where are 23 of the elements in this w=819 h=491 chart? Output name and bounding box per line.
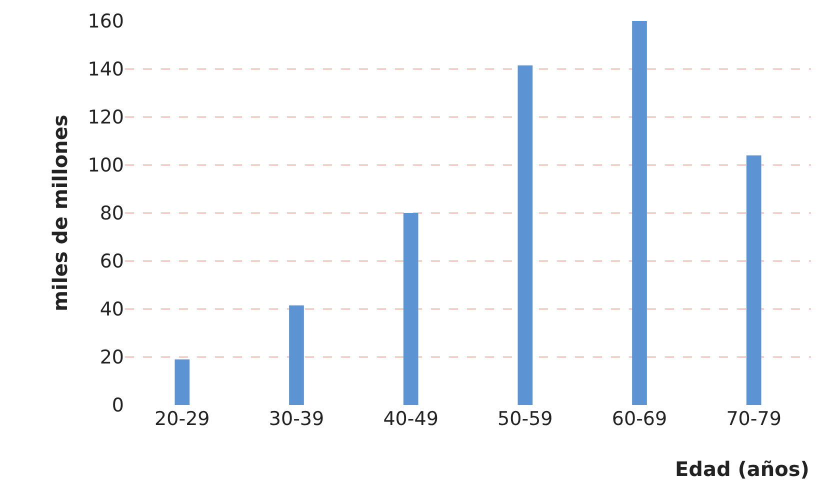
x-tick-label: 70-79 [726, 408, 782, 430]
x-tick-label: 50-59 [498, 408, 553, 430]
bar [289, 305, 304, 405]
x-tick-label: 20-29 [154, 408, 210, 430]
y-tick-label: 120 [88, 106, 124, 129]
x-tick-label: 60-69 [612, 408, 668, 430]
y-tick-label: 100 [88, 154, 124, 177]
y-axis-title: miles de millones [48, 114, 72, 312]
y-tick-label: 80 [100, 202, 124, 225]
x-tick-label: 40-49 [383, 408, 438, 430]
y-tick-label: 60 [100, 250, 124, 273]
x-axis-title: Edad (años) [675, 457, 810, 481]
y-tick-label: 160 [88, 10, 124, 33]
y-tick-label: 0 [112, 394, 124, 417]
y-tick-label: 40 [100, 298, 124, 321]
y-tick-label: 140 [88, 58, 124, 81]
x-tick-label: 30-39 [268, 408, 324, 430]
y-tick-label: 20 [100, 346, 124, 369]
bar [174, 359, 190, 405]
bar [632, 21, 647, 405]
bar [746, 155, 762, 405]
bar [403, 213, 418, 405]
bar [518, 65, 533, 405]
